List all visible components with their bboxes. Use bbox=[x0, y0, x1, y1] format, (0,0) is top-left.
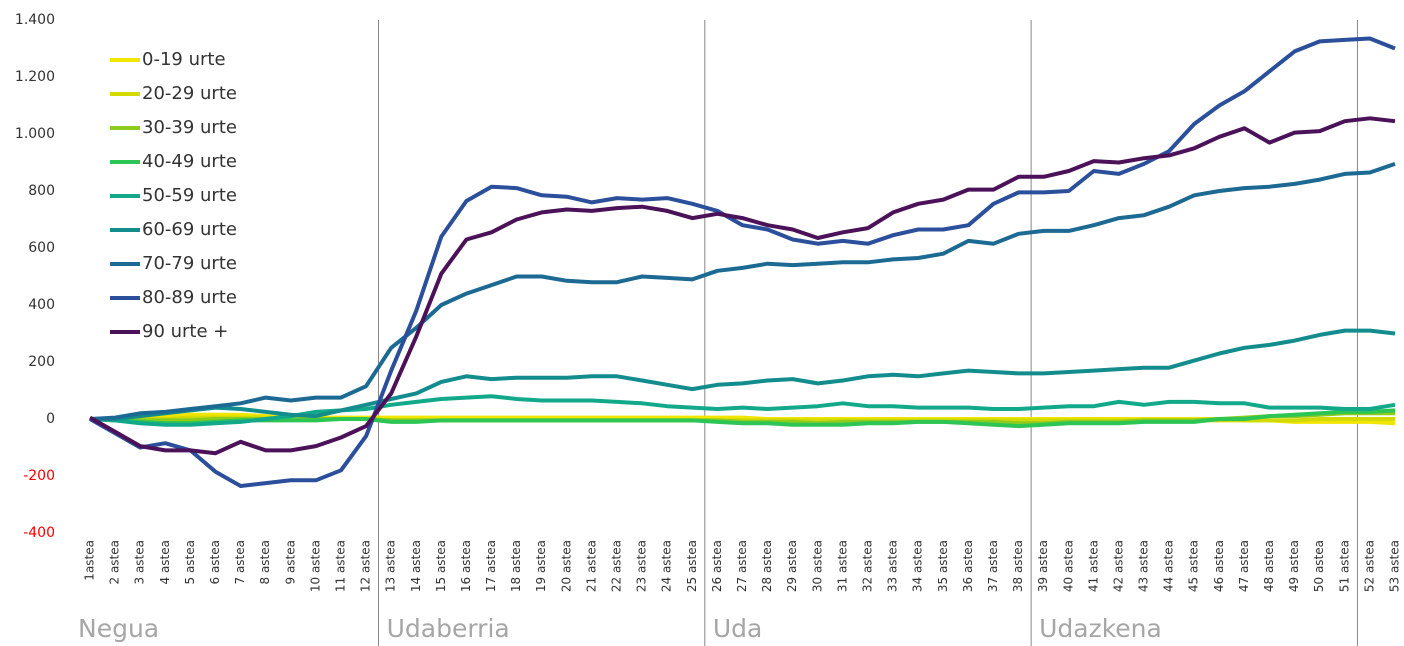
season-label: Udaberria bbox=[387, 614, 510, 643]
x-tick-label: 34 astea bbox=[911, 540, 925, 592]
x-tick-label: 7 astea bbox=[233, 540, 247, 585]
x-tick-label: 29 astea bbox=[785, 540, 799, 592]
legend-label: 70-79 urte bbox=[142, 253, 237, 274]
x-tick-label: 31 astea bbox=[835, 540, 849, 592]
x-tick-label: 48 astea bbox=[1262, 540, 1276, 592]
x-tick-label: 33 astea bbox=[886, 540, 900, 592]
x-tick-label: 30 astea bbox=[810, 540, 824, 592]
x-tick-label: 43 astea bbox=[1137, 540, 1151, 592]
x-tick-label: 19 astea bbox=[534, 540, 548, 592]
x-tick-label: 38 astea bbox=[1011, 540, 1025, 592]
x-tick-label: 50 astea bbox=[1312, 540, 1326, 592]
x-tick-label: 6 astea bbox=[208, 540, 222, 585]
x-tick-label: 13 astea bbox=[384, 540, 398, 592]
x-tick-label: 27 astea bbox=[735, 540, 749, 592]
x-tick-label: 25 astea bbox=[685, 540, 699, 592]
legend-label: 20-29 urte bbox=[142, 83, 237, 104]
series-line bbox=[89, 394, 1396, 427]
x-tick-label: 24 astea bbox=[660, 540, 674, 592]
x-tick-label: 1astea bbox=[83, 540, 97, 581]
x-tick-label: 18 astea bbox=[509, 540, 523, 592]
x-tick-label: 46 astea bbox=[1212, 540, 1226, 592]
legend-label: 50-59 urte bbox=[142, 185, 237, 206]
season-label: Udazkena bbox=[1039, 614, 1162, 643]
y-tick-label: 800 bbox=[28, 183, 55, 199]
x-tick-label: 22 astea bbox=[610, 540, 624, 592]
x-tick-label: 37 astea bbox=[986, 540, 1000, 592]
x-tick-label: 45 astea bbox=[1187, 540, 1201, 592]
x-tick-label: 32 astea bbox=[860, 540, 874, 592]
series-line bbox=[89, 36, 1396, 488]
x-tick-label: 12 astea bbox=[359, 540, 373, 592]
x-tick-label: 2 astea bbox=[108, 540, 122, 585]
y-tick-label: -200 bbox=[23, 468, 55, 484]
x-tick-label: 20 astea bbox=[559, 540, 573, 592]
legend-label: 30-39 urte bbox=[142, 117, 237, 138]
x-tick-label: 49 astea bbox=[1287, 540, 1301, 592]
x-tick-label: 39 astea bbox=[1036, 540, 1050, 592]
series-line bbox=[89, 162, 1396, 421]
x-tick-label: 26 astea bbox=[710, 540, 724, 592]
legend-label: 90 urte + bbox=[142, 321, 228, 342]
legend-label: 40-49 urte bbox=[142, 151, 237, 172]
x-tick-label: 15 astea bbox=[434, 540, 448, 592]
x-tick-label: 14 astea bbox=[409, 540, 423, 592]
series-line bbox=[89, 408, 1396, 429]
series-line bbox=[90, 328, 1396, 421]
season-label: Negua bbox=[78, 614, 159, 643]
x-tick-label: 23 astea bbox=[635, 540, 649, 592]
x-tick-label: 21 astea bbox=[584, 540, 598, 592]
x-tick-label: 5 astea bbox=[183, 540, 197, 585]
x-tick-label: 35 astea bbox=[936, 540, 950, 592]
y-tick-label: -400 bbox=[23, 525, 55, 541]
x-tick-label: 11 astea bbox=[333, 540, 347, 592]
legend-label: 0-19 urte bbox=[142, 49, 226, 70]
x-tick-label: 51 astea bbox=[1337, 540, 1351, 592]
x-tick-label: 42 astea bbox=[1111, 540, 1125, 592]
x-tick-label: 4 astea bbox=[158, 540, 172, 585]
y-tick-label: 1.400 bbox=[15, 12, 55, 28]
x-tick-label: 41 astea bbox=[1086, 540, 1100, 592]
x-tick-label: 8 astea bbox=[258, 540, 272, 585]
x-tick-label: 16 astea bbox=[459, 540, 473, 592]
legend-label: 60-69 urte bbox=[142, 219, 237, 240]
x-tick-label: 9 astea bbox=[283, 540, 297, 585]
x-tick-label: 36 astea bbox=[961, 540, 975, 592]
x-tick-label: 28 astea bbox=[760, 540, 774, 592]
y-tick-label: 1.200 bbox=[15, 69, 55, 85]
y-tick-label: 600 bbox=[28, 240, 55, 256]
x-tick-label: 44 astea bbox=[1162, 540, 1176, 592]
y-tick-label: 0 bbox=[46, 411, 55, 427]
x-tick-label: 3 astea bbox=[133, 540, 147, 585]
x-tick-label: 53 astea bbox=[1388, 540, 1402, 592]
x-tick-label: 52 astea bbox=[1362, 540, 1376, 592]
y-tick-label: 400 bbox=[28, 297, 55, 313]
x-tick-label: 40 astea bbox=[1061, 540, 1075, 592]
y-tick-label: 1.000 bbox=[15, 126, 55, 142]
legend-label: 80-89 urte bbox=[142, 287, 237, 308]
series-line bbox=[89, 116, 1396, 456]
x-tick-label: 47 astea bbox=[1237, 540, 1251, 592]
season-label: Uda bbox=[713, 614, 763, 643]
y-tick-label: 200 bbox=[28, 354, 55, 370]
x-tick-label: 10 astea bbox=[308, 540, 322, 592]
x-tick-label: 17 astea bbox=[484, 540, 498, 592]
